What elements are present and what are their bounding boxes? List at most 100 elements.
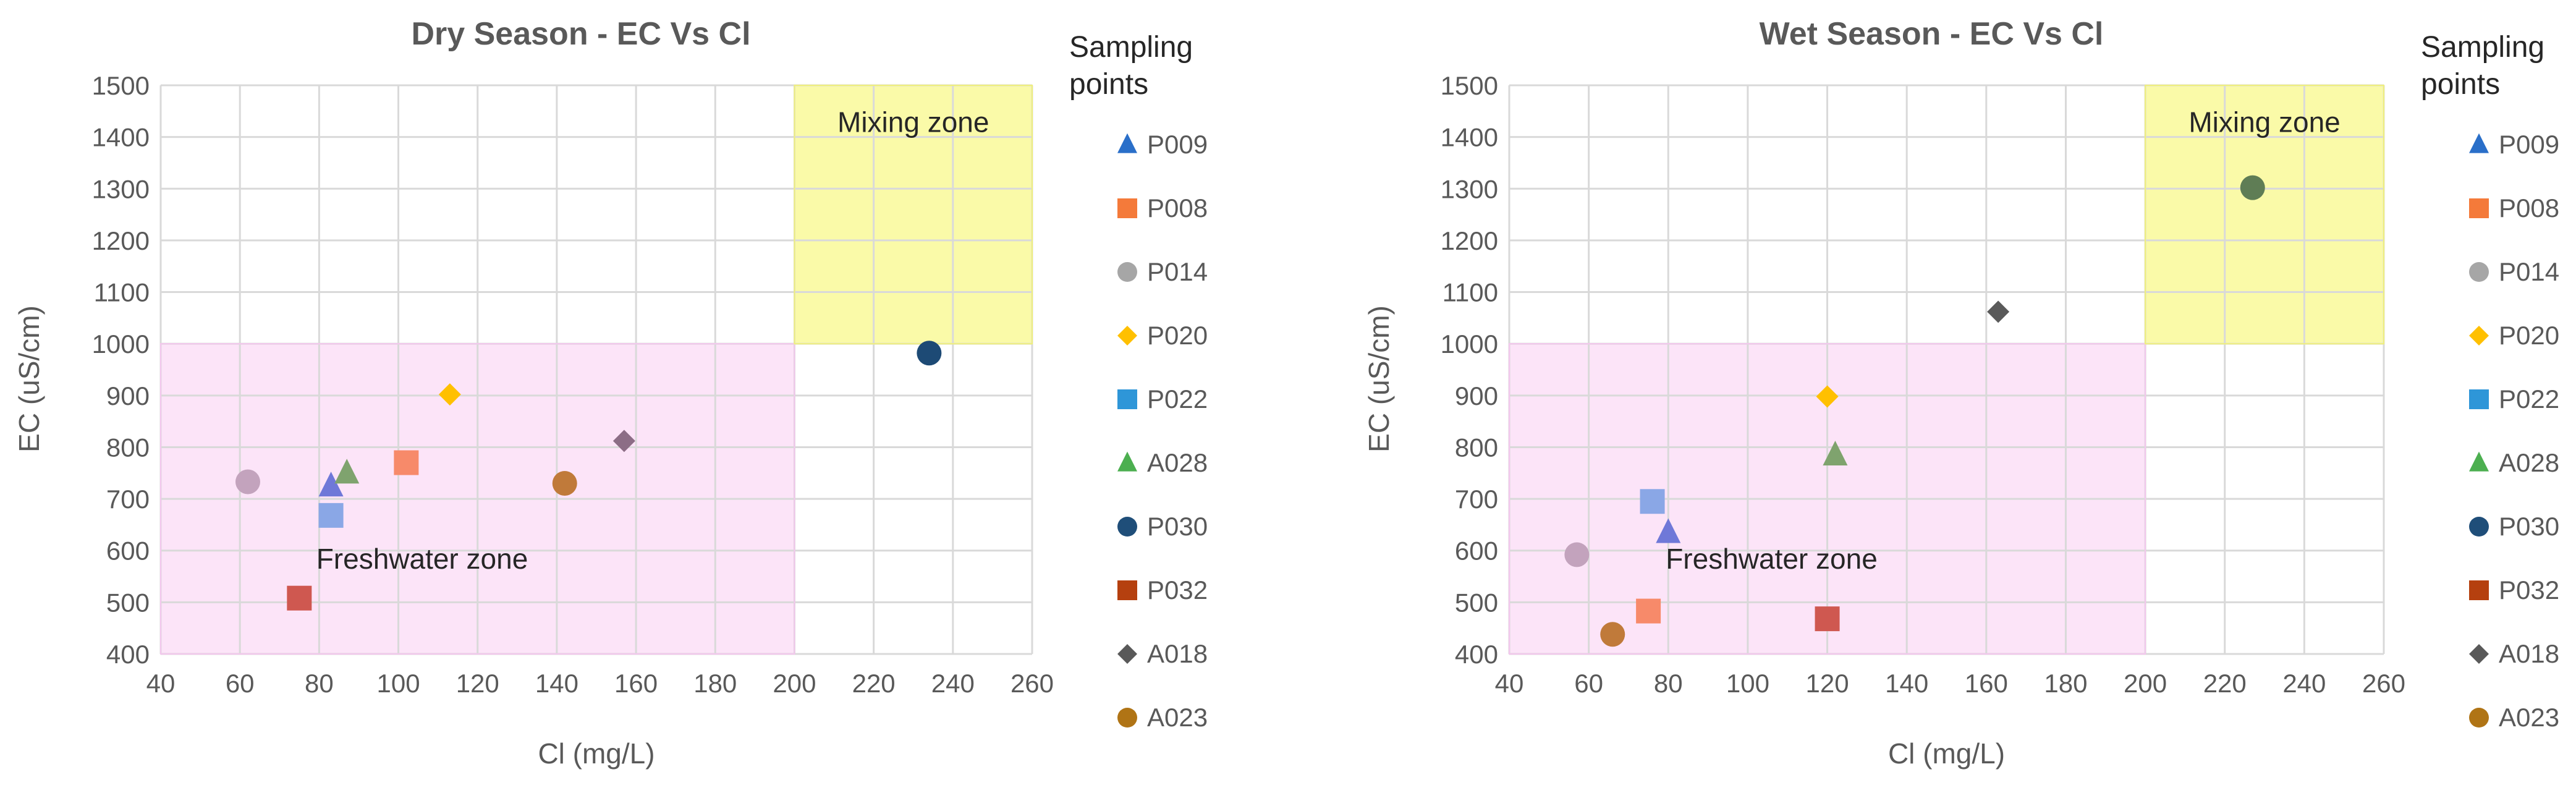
x-tick-label: 100 xyxy=(1726,669,1769,698)
y-tick-label: 400 xyxy=(1455,640,1498,669)
legend-marker-p014 xyxy=(1117,262,1137,282)
legend-label-p008: P008 xyxy=(1147,193,1208,223)
legend-label-a023: A023 xyxy=(2499,703,2559,732)
zone-border xyxy=(1509,343,2146,655)
y-tick-label: 1000 xyxy=(1441,329,1498,359)
y-tick-label: 900 xyxy=(1455,381,1498,410)
chart-dry-season: Dry Season - EC Vs Cl 400 500 600 700 800 900 1… xyxy=(13,16,1208,770)
x-tick-label: 180 xyxy=(693,669,737,698)
freshwater-zone-label: Freshwater zone xyxy=(1666,543,1878,575)
y-tick-label: 1400 xyxy=(1441,123,1498,152)
legend: Sampling points P009 P008 P014 P020 P022 A028 P0… xyxy=(1069,31,1208,732)
y-tick-label: 900 xyxy=(106,381,150,410)
legend-marker-p009 xyxy=(1117,133,1137,153)
legend-marker-a028 xyxy=(2469,451,2489,472)
legend-label-a028: A028 xyxy=(2499,448,2559,477)
legend-marker-a023 xyxy=(1117,708,1137,728)
legend: Sampling points P009 P008 P014 P020 P022 A028 P0… xyxy=(2421,31,2559,732)
y-tick-label: 700 xyxy=(1455,485,1498,514)
y-tick-label: 700 xyxy=(106,485,150,514)
y-tick-label: 1400 xyxy=(92,123,150,152)
zone-border xyxy=(2145,85,2384,345)
x-tick-label: 220 xyxy=(852,669,896,698)
legend-marker-p032 xyxy=(1117,580,1137,600)
legend-label-p022: P022 xyxy=(2499,384,2559,414)
legend-marker-p014 xyxy=(2469,262,2489,282)
legend-label-p009: P009 xyxy=(2499,130,2559,159)
x-tick-label: 200 xyxy=(2124,669,2167,698)
y-tick-label: 1300 xyxy=(92,174,150,203)
data-point-a023 xyxy=(552,471,577,496)
data-point-p022 xyxy=(1640,489,1665,514)
legend-label-p020: P020 xyxy=(2499,321,2559,350)
data-point-a028 xyxy=(1823,441,1848,465)
zone-border xyxy=(160,343,795,655)
legend-label-a023: A023 xyxy=(1147,703,1208,732)
legend-title: points xyxy=(1069,68,1148,101)
data-point-a023 xyxy=(1600,622,1625,647)
x-tick-label: 200 xyxy=(773,669,816,698)
data-point-a018 xyxy=(1987,300,2010,323)
y-tick-label: 800 xyxy=(1455,433,1498,462)
x-tick-label: 160 xyxy=(614,669,658,698)
legend-label-p014: P014 xyxy=(2499,257,2559,286)
x-tick-label: 260 xyxy=(1010,669,1054,698)
legend-marker-p032 xyxy=(2469,580,2489,600)
data-point-p014 xyxy=(235,469,260,494)
x-tick-label: 140 xyxy=(1885,669,1928,698)
data-point-p020 xyxy=(1816,385,1839,408)
x-tick-label: 80 xyxy=(305,669,334,698)
x-tick-label: 80 xyxy=(1654,669,1683,698)
data-point-p032 xyxy=(1815,606,1840,632)
x-tick-label: 120 xyxy=(1806,669,1849,698)
x-tick-label: 120 xyxy=(456,669,499,698)
y-tick-label: 1000 xyxy=(92,329,150,359)
y-tick-label: 600 xyxy=(1455,537,1498,566)
y-tick-label: 1500 xyxy=(92,71,150,100)
mixing-zone-region xyxy=(2145,85,2384,344)
data-point-a018 xyxy=(612,430,635,452)
x-tick-label: 240 xyxy=(2282,669,2326,698)
y-axis-label: EC (uS/cm) xyxy=(1363,305,1395,452)
legend-label-a028: A028 xyxy=(1147,448,1208,477)
x-tick-label: 180 xyxy=(2044,669,2087,698)
y-tick-label: 1200 xyxy=(92,226,150,255)
legend-title: Sampling xyxy=(1069,31,1193,64)
y-tick-label: 500 xyxy=(1455,588,1498,617)
data-point-p009 xyxy=(318,472,344,497)
chart-wet-season: Wet Season - EC Vs Cl 400 500 600 700 800 900 1… xyxy=(1363,16,2559,770)
y-tick-label: 1200 xyxy=(1441,226,1498,255)
legend-label-p020: P020 xyxy=(1147,321,1208,350)
legend-marker-p022 xyxy=(1117,389,1137,409)
legend-marker-p008 xyxy=(1117,198,1137,218)
x-tick-label: 240 xyxy=(931,669,975,698)
x-tick-label: 60 xyxy=(226,669,255,698)
legend-marker-a023 xyxy=(2469,708,2489,728)
chart-title: Dry Season - EC Vs Cl xyxy=(411,16,750,52)
x-tick-label: 160 xyxy=(1965,669,2008,698)
x-tick-label: 40 xyxy=(1495,669,1524,698)
legend-marker-p022 xyxy=(2469,389,2489,409)
legend-marker-p020 xyxy=(2469,326,2489,346)
data-point-p020 xyxy=(438,383,461,406)
y-tick-label: 1100 xyxy=(1443,278,1498,307)
legend-label-p030: P030 xyxy=(1147,512,1208,541)
data-point-p014 xyxy=(1564,542,1590,567)
x-tick-label: 140 xyxy=(535,669,578,698)
legend-marker-p009 xyxy=(2469,133,2489,153)
legend-label-a018: A018 xyxy=(2499,639,2559,668)
y-tick-label: 1300 xyxy=(1441,174,1498,203)
legend-marker-p030 xyxy=(1117,517,1137,537)
legend-label-p008: P008 xyxy=(2499,193,2559,223)
legend-title: Sampling xyxy=(2421,31,2544,64)
legend-label-p030: P030 xyxy=(2499,512,2559,541)
y-tick-label: 500 xyxy=(106,588,150,617)
x-axis-label: Cl (mg/L) xyxy=(538,737,655,770)
x-tick-label: 260 xyxy=(2362,669,2405,698)
mixing-zone-region xyxy=(794,85,1032,344)
legend-title: points xyxy=(2421,68,2500,101)
x-axis-label: Cl (mg/L) xyxy=(1888,737,2005,770)
y-tick-label: 400 xyxy=(106,640,150,669)
x-tick-label: 60 xyxy=(1574,669,1603,698)
